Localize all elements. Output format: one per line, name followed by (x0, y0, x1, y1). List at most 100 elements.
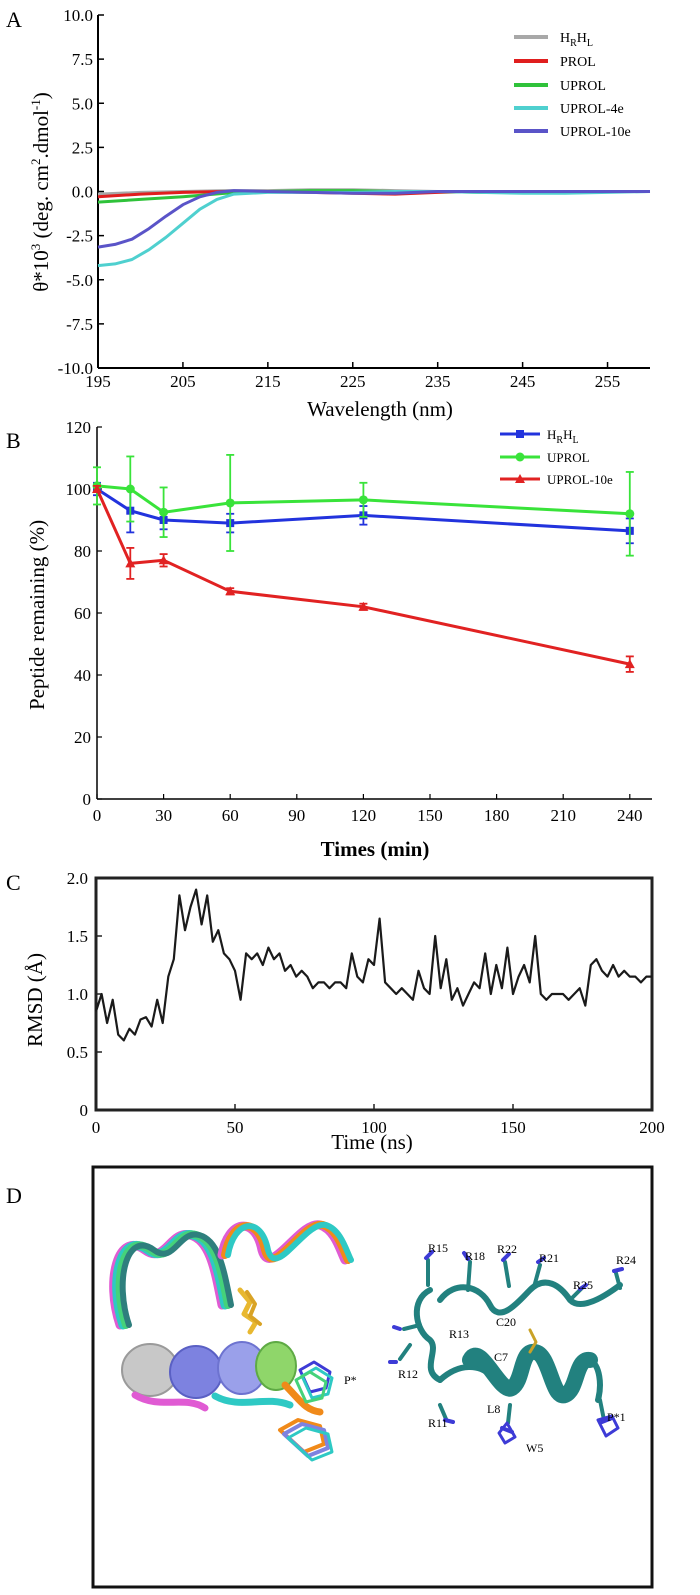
residue-label: L8 (487, 1402, 500, 1416)
residue-label: R21 (539, 1251, 559, 1265)
stability-xlabel: Times (min) (321, 837, 430, 861)
rmsd-y-tick-label: 1.0 (67, 985, 88, 1004)
residue-label: R11 (428, 1416, 448, 1430)
residue-label: R18 (465, 1249, 485, 1263)
cd-legend-label-uprol: UPROL (560, 79, 606, 94)
stability-legend-marker-hrhl (516, 430, 524, 438)
stability-point-triangle (158, 555, 169, 565)
cd-ylabel-units-exp: 2 (28, 158, 43, 165)
stability-point-triangle (92, 484, 102, 493)
rmsd-chart: 0 0.5 1.0 1.5 2.0 0 50 100 150 200 (67, 869, 665, 1137)
rmsd-ylabel: RMSD (Å) (23, 953, 47, 1047)
cd-y-tick-label: 2.5 (72, 138, 93, 157)
cd-series-line-3 (97, 190, 651, 268)
residue-label: R12 (398, 1367, 418, 1381)
stability-point-triangle (125, 558, 136, 568)
stability-legend-label-uprol-10e: UPROL-10e (547, 472, 613, 487)
cd-legend-label-uprol-10e: UPROL-10e (560, 125, 631, 140)
stability-x-tick-label: 180 (484, 806, 510, 825)
stability-legend-marker-uprol-10e (515, 474, 525, 483)
stability-x-tick-label: 120 (351, 806, 377, 825)
stability-point-circle (358, 495, 368, 505)
stability-point-triangle (624, 659, 635, 669)
cd-y-tick-label: -10.0 (58, 359, 93, 378)
cd-legend-label-uprol-4e: UPROL-4e (560, 102, 624, 117)
residue-label: R15 (428, 1241, 448, 1255)
cd-x-tick-label: 215 (255, 372, 281, 391)
cd-x-tick-label: 235 (425, 372, 451, 391)
rmsd-xlabel: Time (ns) (331, 1130, 413, 1154)
stability-point-circle (125, 484, 135, 494)
cd-x-tick-label: 205 (170, 372, 196, 391)
stability-legend-label-uprol: UPROL (547, 450, 590, 465)
cd-xlabel: Wavelength (nm) (307, 397, 453, 421)
stability-y-tick-label: 40 (74, 666, 91, 685)
stability-point-circle (225, 498, 235, 508)
rmsd-y-tick-label: 0.5 (67, 1043, 88, 1062)
rmsd-y-tick-label: 2.0 (67, 869, 88, 888)
residue-labels: R15 R18 R22 R21 R25 R24 C20 R13 C7 R12 R… (398, 1241, 636, 1455)
stability-point-triangle (225, 586, 236, 596)
stability-chart: 0 20 40 60 80 100 120 0 30 60 90 120 150 180 210 240 (66, 418, 652, 825)
cd-legend-label-hrhl: HRHL (560, 31, 593, 49)
rmsd-x-tick-label: 150 (500, 1118, 526, 1137)
cd-ylabel-main: θ*10 (29, 250, 53, 292)
residue-label: R13 (449, 1327, 469, 1341)
stability-series-line-2 (95, 488, 631, 666)
cd-y-tick-label: -2.5 (66, 227, 93, 246)
stability-y-tick-label: 80 (74, 542, 91, 561)
stability-point-circle (625, 509, 635, 519)
stability-x-tick-label: 60 (222, 806, 239, 825)
cd-x-tick-label: 245 (510, 372, 536, 391)
cd-legend: HRHL PROL UPROL UPROL-4e UPROL-10e (514, 31, 631, 140)
rmsd-x-tick-label: 100 (361, 1118, 387, 1137)
residue-label: R24 (616, 1253, 636, 1267)
cd-y-tick-label: -7.5 (66, 315, 93, 334)
stability-ylabel: Peptide remaining (%) (25, 520, 49, 710)
panel-label-b: B (6, 428, 21, 453)
panel-label-d: D (6, 1183, 22, 1208)
stability-x-tick-label: 240 (617, 806, 643, 825)
cd-ylabel-exp: 3 (28, 244, 43, 251)
rmsd-x-tick-label: 50 (227, 1118, 244, 1137)
cd-y-tick-label: 5.0 (72, 94, 93, 113)
ensemble-label-p: P* (344, 1373, 357, 1387)
stability-legend: HRHL UPROL UPROL-10e (500, 427, 613, 487)
residue-label: W5 (526, 1441, 543, 1455)
rmsd-y-tick-label: 0 (80, 1101, 89, 1120)
stability-y-tick-label: 0 (83, 790, 92, 809)
cd-ylabel-units-end-exp: -1 (28, 99, 43, 110)
stability-x-tick-label: 150 (417, 806, 443, 825)
stability-point-circle (159, 507, 169, 517)
residue-label: R25 (573, 1278, 593, 1292)
rmsd-x-tick-label: 200 (639, 1118, 665, 1137)
stability-point-triangle (358, 601, 369, 611)
rmsd-y-tick-label: 1.5 (67, 927, 88, 946)
ensemble-structure-image (109, 1220, 354, 1462)
stability-x-tick-label: 90 (288, 806, 305, 825)
stability-y-tick-label: 20 (74, 728, 91, 747)
rmsd-plot-frame (94, 876, 654, 1112)
cd-x-tick-label: 255 (595, 372, 621, 391)
peptide-structure-image (388, 1250, 624, 1445)
cd-ylabel-close: ) (29, 92, 53, 99)
stability-x-tick-label: 0 (93, 806, 102, 825)
residue-label: P*1 (607, 1410, 626, 1424)
cd-y-tick-label: -5.0 (66, 271, 93, 290)
stability-y-tick-label: 120 (66, 418, 92, 437)
residue-label: C20 (496, 1315, 516, 1329)
cd-x-tick-label: 195 (85, 372, 111, 391)
cd-y-tick-label: 10.0 (63, 6, 93, 25)
cd-ylabel-units: (deg. cm (29, 165, 53, 238)
stability-legend-marker-uprol (515, 452, 525, 462)
cd-legend-label-prol: PROL (560, 55, 596, 70)
panel-label-a: A (6, 7, 22, 32)
rmsd-x-tick-label: 0 (92, 1118, 101, 1137)
residue-label: C7 (494, 1350, 508, 1364)
stability-y-tick-label: 100 (66, 480, 92, 499)
stability-x-tick-label: 210 (550, 806, 576, 825)
rmsd-series-line (94, 888, 652, 1042)
cd-x-tick-label: 225 (340, 372, 366, 391)
